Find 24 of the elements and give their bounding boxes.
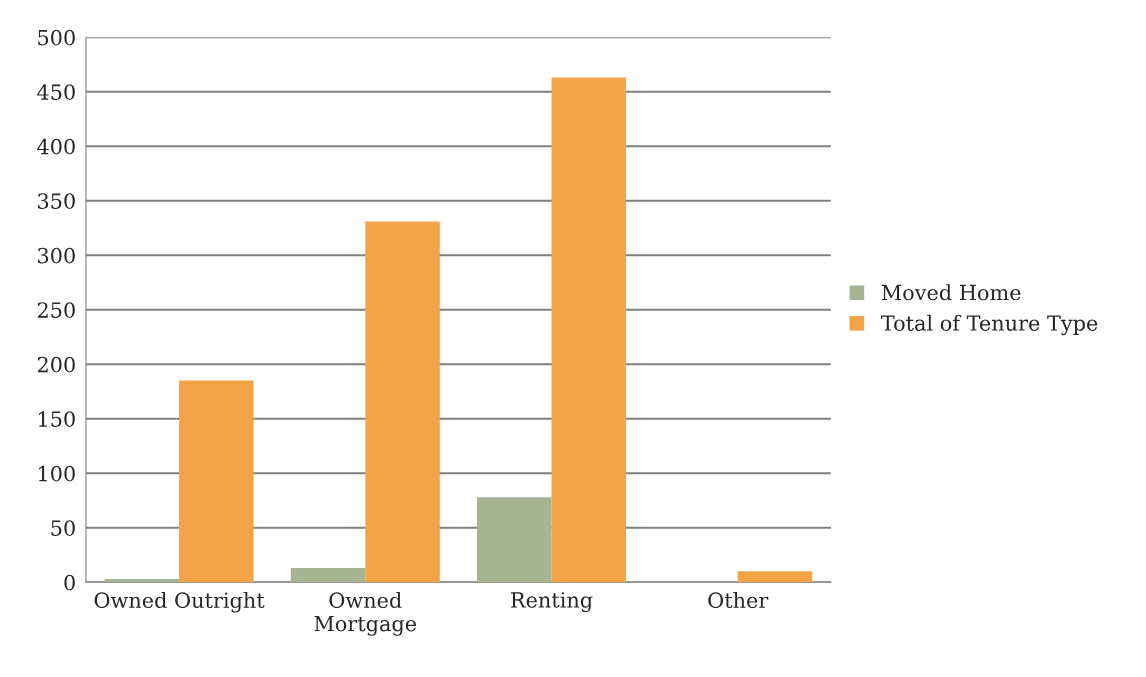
bar bbox=[179, 380, 254, 583]
y-tick-label: 200 bbox=[37, 356, 75, 373]
x-tick-label: Renting bbox=[511, 592, 593, 613]
bar bbox=[104, 578, 180, 583]
y-tick-label: 100 bbox=[39, 465, 75, 482]
x-tick-label: Owned Outright bbox=[94, 591, 265, 613]
y-tick-label: 50 bbox=[51, 520, 75, 536]
bar bbox=[365, 221, 440, 583]
y-tick-label: 150 bbox=[39, 411, 75, 427]
y-tick-label: 0 bbox=[64, 574, 75, 591]
y-tick-label: 250 bbox=[37, 302, 75, 318]
bar bbox=[477, 497, 552, 583]
y-tick-label: 450 bbox=[37, 84, 75, 100]
y-tick-label: 350 bbox=[38, 193, 75, 209]
bar bbox=[551, 77, 626, 583]
y-tick-label: 300 bbox=[38, 247, 75, 264]
y-tick-label: 400 bbox=[37, 138, 75, 155]
x-tick-label: Owned Mortgage bbox=[314, 591, 417, 636]
legend-label: Total of Tenure Type bbox=[881, 314, 1098, 336]
legend-label: Moved Home bbox=[881, 284, 1021, 301]
y-tick-label: 500 bbox=[38, 29, 75, 46]
bar bbox=[737, 571, 813, 583]
bar bbox=[290, 568, 366, 583]
x-tick-label: Other bbox=[708, 591, 769, 609]
